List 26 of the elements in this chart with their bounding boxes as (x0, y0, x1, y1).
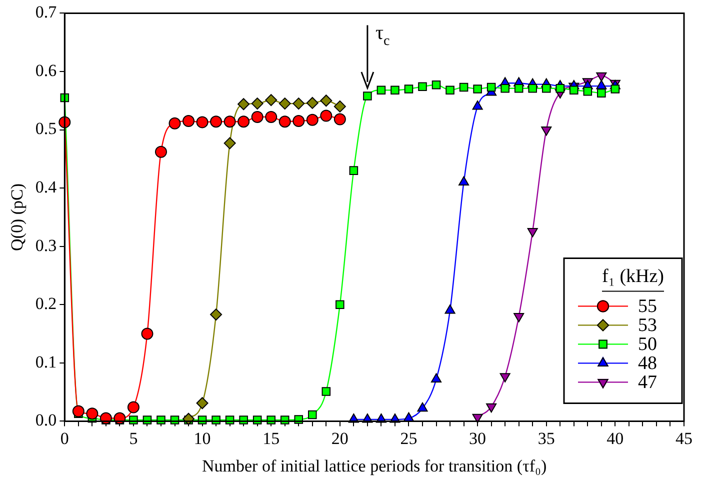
x-tick-label: 5 (129, 428, 138, 448)
y-tick-label: 0.1 (35, 352, 57, 372)
x-tick-label: 15 (262, 428, 280, 448)
x-tick-label: 30 (469, 428, 486, 448)
legend-label: 55 (638, 296, 657, 318)
y-tick-label: 0.2 (35, 294, 57, 314)
legend-label: 50 (638, 334, 657, 356)
x-axis-title: Number of initial lattice periods for transition (τf₀) (202, 456, 547, 476)
legend-title: f₁ (kHz) (602, 266, 664, 288)
x-tick-label: 25 (400, 428, 418, 448)
x-tick-label: 20 (331, 428, 348, 448)
y-tick-label: 0.4 (35, 178, 58, 197)
y-tick-label: 0.7 (35, 2, 58, 22)
y-tick-label: 0.0 (35, 410, 57, 430)
y-axis-title: Q(0) (pC) (8, 183, 27, 251)
legend-label: 53 (638, 315, 657, 336)
y-tick-label: 0.6 (35, 60, 57, 80)
y-tick-label: 0.5 (35, 119, 57, 138)
x-tick-label: 0 (60, 428, 69, 448)
legend-label: 48 (638, 353, 657, 374)
x-tick-label: 35 (538, 428, 555, 448)
x-tick-label: 45 (676, 428, 692, 448)
legend-label: 47 (638, 372, 657, 394)
x-tick-label: 40 (606, 428, 624, 448)
x-tick-label: 10 (194, 428, 211, 448)
y-tick-label: 0.3 (35, 236, 57, 255)
